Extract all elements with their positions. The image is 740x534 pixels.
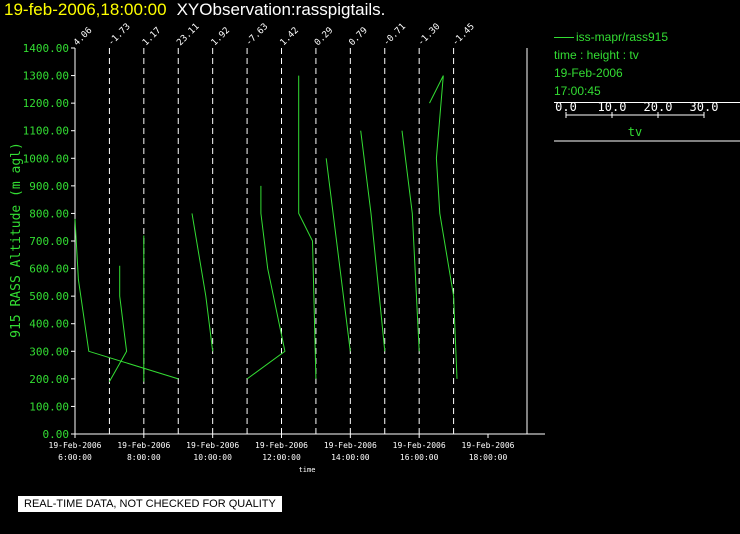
x-tick-time: 12:00:00: [262, 453, 301, 462]
x-tick-date: 19-Feb-2006: [117, 441, 170, 450]
profile-series-line: [429, 75, 458, 379]
profile-value-label: -1.73: [106, 22, 132, 48]
x-tick-time: 8:00:00: [127, 453, 161, 462]
legend-scale-tick-label: 10.0: [598, 103, 627, 114]
y-tick-label: 1000.00: [23, 152, 69, 165]
profile-lines: [108, 48, 455, 434]
x-tick-time: 6:00:00: [58, 453, 92, 462]
legend-panel: iss-mapr/rass915 time : height : tv 19-F…: [554, 28, 740, 148]
legend-description: time : height : tv: [554, 48, 639, 62]
legend-scale-tick-label: 0.0: [555, 103, 577, 114]
profile-value-label: 0.79: [347, 26, 369, 48]
profile-value-label: 0.29: [313, 26, 335, 48]
y-tick-label: 0.00: [43, 428, 70, 441]
profile-series-line: [298, 75, 317, 379]
x-tick-time: 18:00:00: [469, 453, 508, 462]
legend-line-swatch: [554, 37, 574, 39]
y-tick-label: 400.00: [29, 318, 69, 331]
y-tick-label: 100.00: [29, 400, 69, 413]
x-tick-time: 14:00:00: [331, 453, 370, 462]
x-tick-date: 19-Feb-2006: [255, 441, 308, 450]
x-tick-date: 19-Feb-2006: [324, 441, 377, 450]
title-observation: XYObservation:rasspigtails.: [176, 0, 386, 19]
y-tick-label: 1300.00: [23, 70, 69, 83]
legend-date: 19-Feb-2006: [554, 66, 623, 80]
chart-title: 19-feb-2006,18:00:00 XYObservation:rasspi…: [4, 0, 385, 20]
legend-divider: [554, 102, 740, 103]
legend-scale-label: tv: [628, 125, 642, 139]
profile-series-line: [325, 158, 351, 352]
profile-value-label: -0.71: [382, 22, 408, 48]
y-tick-label: 900.00: [29, 180, 69, 193]
tick-labels: 0.00 100.00 200.00 300.00 400.00 500.00 600.00…: [23, 22, 515, 462]
legend-scale-tick-label: 20.0: [644, 103, 673, 114]
legend-time: 17:00:45: [554, 84, 601, 98]
profile-series-line: [74, 218, 179, 380]
y-tick-label: 1400.00: [23, 42, 69, 55]
profile-series-line: [360, 130, 386, 352]
legend-scale-tick-label: 30.0: [690, 103, 719, 114]
y-axis-label: 915 RASS Altitude (m agl): [9, 142, 24, 338]
y-tick-label: 500.00: [29, 290, 69, 303]
legend-color-scale: 0.0 10.0 20.0 30.0 tv: [554, 100, 740, 142]
series-lines: [74, 75, 458, 382]
x-tick-date: 19-Feb-2006: [462, 441, 515, 450]
y-tick-label: 600.00: [29, 263, 69, 276]
profile-value-label: 1.42: [279, 26, 301, 48]
y-tick-label: 700.00: [29, 235, 69, 248]
y-tick-label: 800.00: [29, 207, 69, 220]
quality-note: REAL-TIME DATA, NOT CHECKED FOR QUALITY: [18, 496, 282, 512]
chart-axes: [71, 47, 545, 438]
legend-series-name: iss-mapr/rass915: [576, 30, 669, 44]
profile-value-label: 1.92: [210, 26, 232, 48]
profile-series-line: [246, 185, 286, 380]
title-datetime: 19-feb-2006,18:00:00: [4, 0, 167, 19]
profile-series-line: [108, 265, 128, 382]
x-tick-date: 19-Feb-2006: [186, 441, 239, 450]
legend-series-row: iss-mapr/rass915: [554, 28, 740, 46]
x-tick-date: 19-Feb-2006: [393, 441, 446, 450]
profile-value-label: -1.45: [451, 22, 477, 48]
x-tick-date: 19-Feb-2006: [49, 441, 102, 450]
x-tick-time: 16:00:00: [400, 453, 439, 462]
y-tick-label: 1200.00: [23, 97, 69, 110]
y-tick-label: 1100.00: [23, 125, 69, 138]
profile-value-label: -1.30: [416, 22, 442, 48]
y-tick-label: 200.00: [29, 373, 69, 386]
y-tick-label: 300.00: [29, 345, 69, 358]
profile-series-line: [191, 213, 214, 352]
profile-value-label: -7.63: [244, 22, 270, 48]
profile-value-label: 1.17: [141, 26, 163, 48]
profile-value-label: 23.11: [175, 22, 201, 48]
profile-series-line: [401, 130, 420, 352]
profile-value-label: 4.06: [72, 26, 94, 48]
x-axis-label: time: [299, 466, 316, 474]
x-tick-time: 10:00:00: [193, 453, 232, 462]
